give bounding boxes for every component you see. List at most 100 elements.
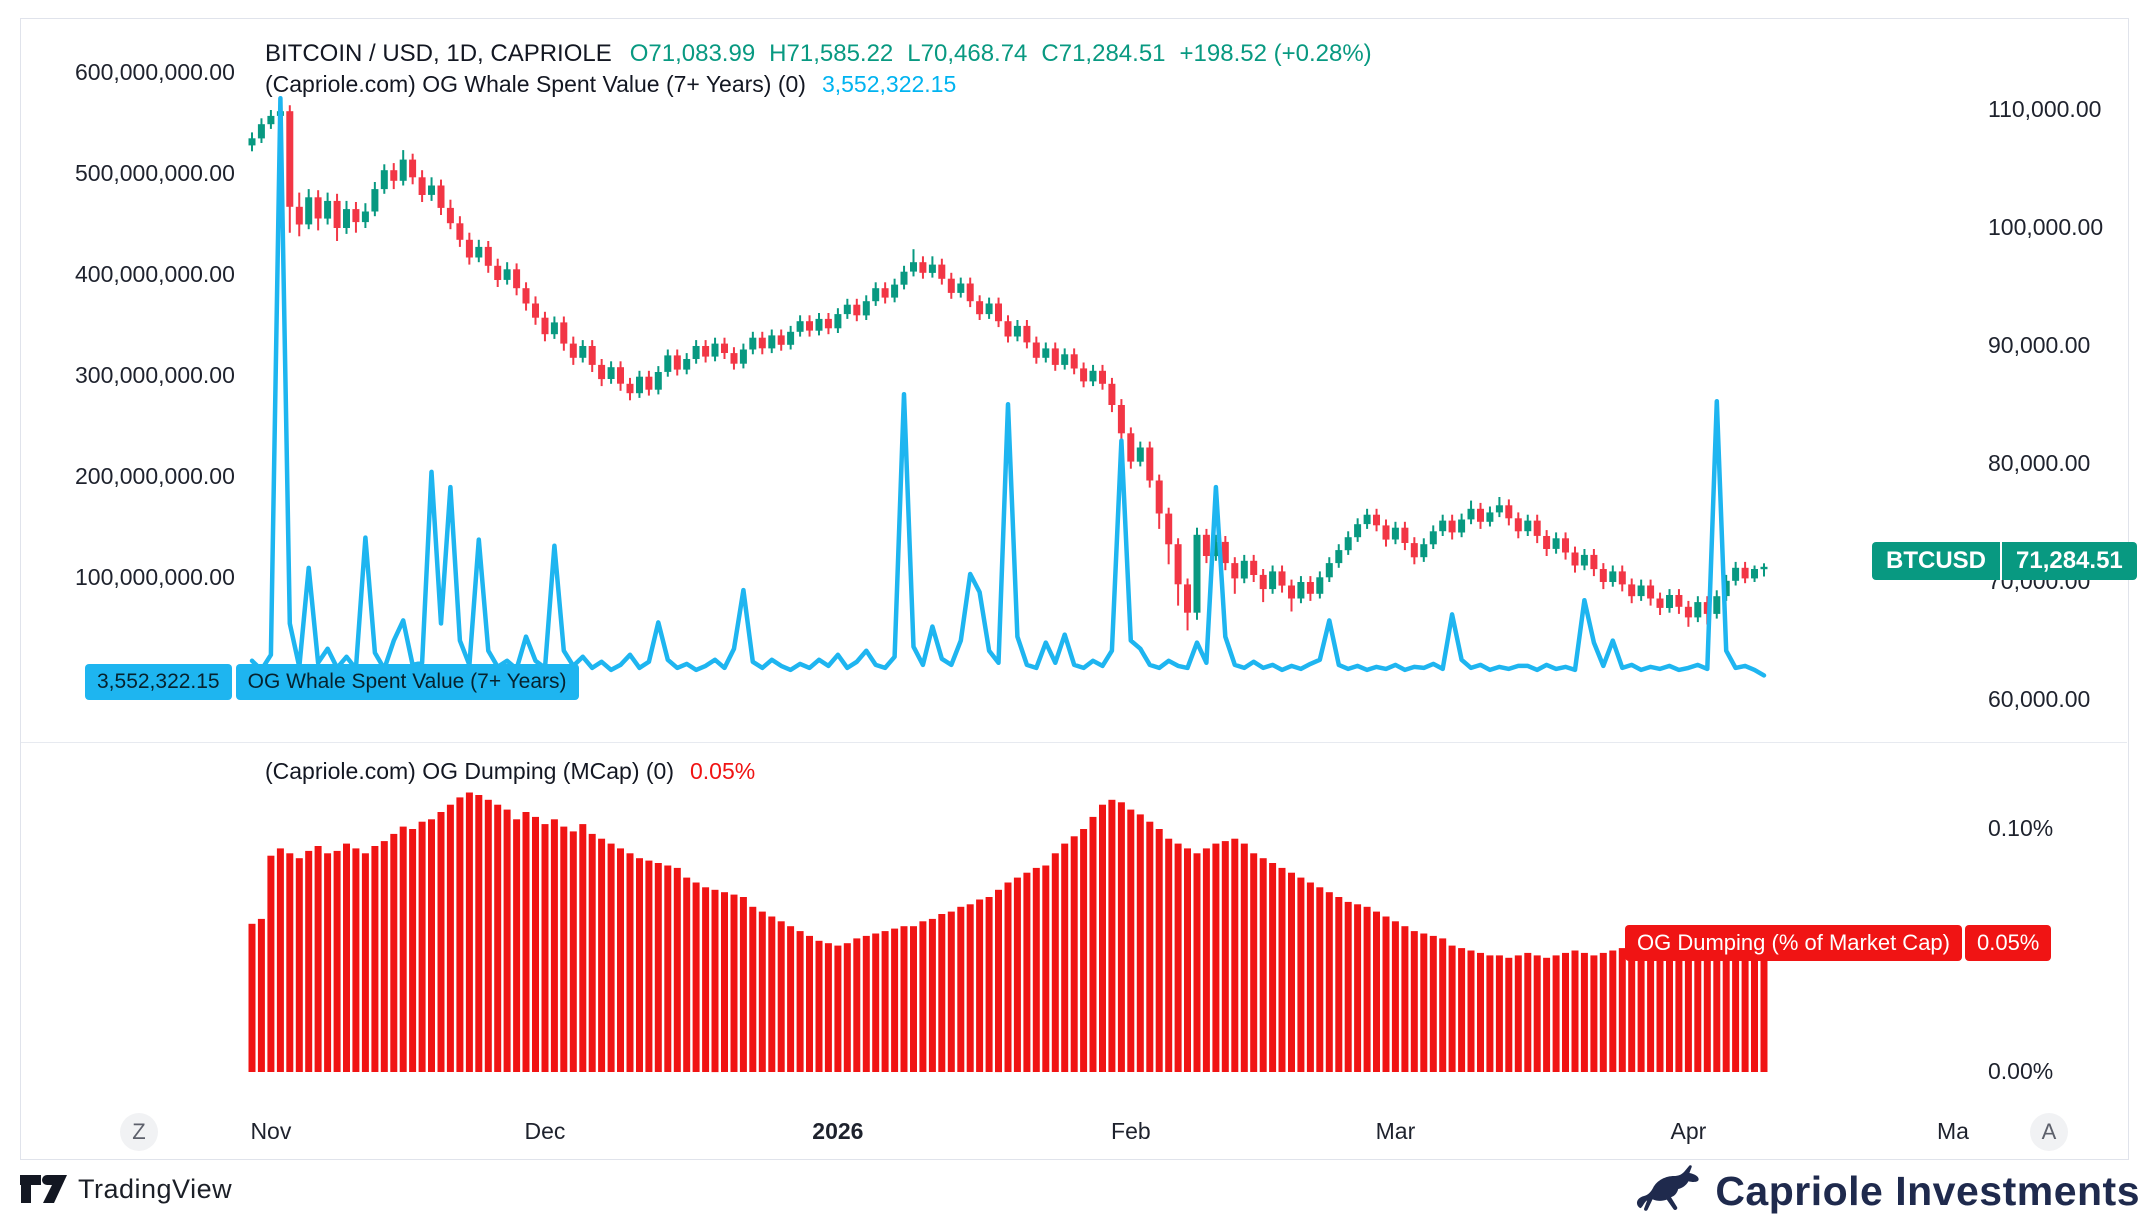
dump-bar (1136, 814, 1144, 1072)
chart-border (20, 18, 2129, 1160)
auto-scale-button[interactable]: A (2030, 1113, 2068, 1151)
ohlc-high: H71,585.22 (769, 40, 894, 67)
candle-body (796, 321, 804, 332)
pane-divider[interactable] (21, 742, 2127, 743)
time-axis-label: Mar (1375, 1118, 1416, 1144)
zoom-out-button[interactable]: Z (120, 1113, 158, 1151)
candle-body (1061, 354, 1069, 365)
dump-bar (1250, 853, 1258, 1072)
candle-body (522, 288, 530, 304)
candle-body (352, 209, 360, 223)
dump-bar (645, 860, 653, 1072)
dump-bar (1458, 948, 1466, 1072)
axis-tick-label: 400,000,000.00 (75, 261, 235, 287)
candle-body (1514, 518, 1522, 532)
dump-bar (484, 799, 492, 1072)
dump-bar (1042, 865, 1050, 1072)
candle-body (1562, 538, 1569, 553)
dump-bar (1099, 804, 1106, 1072)
symbol-legend-row[interactable]: BITCOIN / USD, 1D, CAPRIOLE O71,083.99 H71… (265, 38, 1386, 69)
candle-body (843, 304, 851, 315)
dump-bar (465, 792, 473, 1072)
dump-bar (1221, 841, 1229, 1072)
candle-body (758, 337, 766, 349)
axis-tick-label: 500,000,000.00 (75, 160, 235, 186)
dump-bar (248, 923, 256, 1072)
candle-body (428, 185, 435, 195)
candle-body (532, 303, 539, 318)
candle-body (636, 376, 643, 394)
candle-body (749, 337, 757, 350)
candle-body (1136, 447, 1144, 462)
candle-body (1429, 531, 1437, 545)
zoom-out-button-label: Z (132, 1119, 146, 1144)
dump-bar (957, 906, 965, 1072)
dump-bar (1495, 955, 1503, 1072)
dump-bar (1155, 829, 1163, 1072)
candle-body (1117, 405, 1125, 434)
dump-bar (1741, 950, 1749, 1072)
time-axis-label: Feb (1111, 1118, 1151, 1144)
capriole-logo: Capriole Investments (1633, 1162, 2140, 1220)
dump-bar (1193, 853, 1201, 1072)
dump-bar (1061, 843, 1069, 1072)
dump-bar (1335, 897, 1343, 1072)
dump-bar (1127, 809, 1135, 1072)
candle-body (938, 264, 946, 279)
dump-bar (1146, 821, 1154, 1072)
candle-body (1637, 585, 1645, 597)
candle-body (295, 206, 303, 225)
candle-body (1590, 554, 1598, 570)
candle-body (1713, 596, 1721, 614)
dump-bar (361, 853, 369, 1072)
candle-body (1174, 544, 1182, 585)
candle-body (768, 335, 776, 349)
dump-bar (891, 928, 899, 1072)
candle-body (1080, 368, 1088, 382)
candle-body (910, 262, 917, 272)
candle-body (862, 301, 870, 316)
indicator-legend-row[interactable]: (Capriole.com) OG Whale Spent Value (7+ … (265, 69, 1386, 100)
dump-bar (787, 926, 795, 1072)
dump-bar (626, 853, 634, 1072)
tradingview-logo[interactable]: TradingView (20, 1172, 232, 1206)
candle-body (390, 170, 398, 181)
candle-body (1373, 514, 1380, 526)
main-legend[interactable]: BITCOIN / USD, 1D, CAPRIOLE O71,083.99 H71… (265, 38, 1386, 100)
dump-bar (966, 904, 974, 1072)
time-axis-label: Apr (1670, 1118, 1707, 1144)
dump-bar (1703, 945, 1711, 1072)
dump-series-tag: OG Dumping (% of Market Cap) 0.05% (1625, 925, 2052, 961)
dump-bar (815, 940, 823, 1072)
dump-bar (1732, 948, 1740, 1072)
dump-bar (579, 824, 587, 1072)
axis-tick-label: 60,000.00 (1988, 686, 2091, 712)
lower-legend[interactable]: (Capriole.com) OG Dumping (MCap) (0) 0.05… (265, 758, 755, 785)
dump-bar (1533, 955, 1541, 1072)
dump-bar (1467, 950, 1475, 1072)
dump-bar (872, 933, 880, 1072)
dump-bar (503, 809, 511, 1072)
dump-bar (1760, 950, 1768, 1072)
dump-bar (1429, 935, 1437, 1072)
candle-body (1099, 370, 1106, 384)
candle-body (333, 200, 341, 228)
dump-bar (1524, 952, 1532, 1072)
dump-bar (1637, 952, 1645, 1072)
dump-bar (399, 826, 407, 1072)
candle-body (418, 177, 426, 195)
candle-body (598, 364, 606, 380)
candle-body (966, 283, 974, 302)
dump-bar (305, 850, 313, 1072)
candle-body (824, 318, 832, 329)
dump-bar (380, 841, 388, 1072)
candle-body (1684, 606, 1692, 618)
dump-bar (938, 914, 946, 1072)
dump-indicator-title: (Capriole.com) OG Dumping (MCap) (0) (265, 758, 674, 784)
dump-bar (1618, 948, 1626, 1072)
axis-tick-label: 90,000.00 (1988, 332, 2091, 358)
dump-bar (1004, 882, 1012, 1072)
dump-bar (1108, 799, 1116, 1072)
